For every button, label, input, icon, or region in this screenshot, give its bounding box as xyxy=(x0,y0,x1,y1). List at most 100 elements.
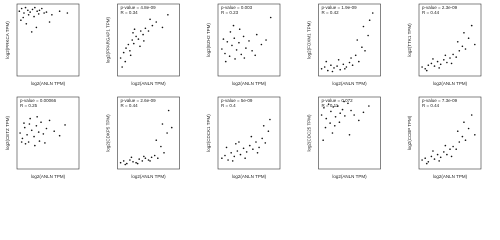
x-axis-label: log2(ANLN TPM) xyxy=(332,174,367,179)
annotation: R = 0.44 xyxy=(422,103,440,108)
x-axis-label: log2(ANLN TPM) xyxy=(131,81,166,86)
point xyxy=(455,148,458,150)
plot-frame xyxy=(117,3,180,77)
point xyxy=(430,155,433,158)
point xyxy=(269,16,272,19)
point xyxy=(444,144,447,147)
point xyxy=(25,23,28,25)
point xyxy=(333,67,335,69)
annotation: p-value = 2.6e-09 xyxy=(121,98,157,103)
point xyxy=(353,114,355,116)
point xyxy=(439,63,442,66)
point xyxy=(421,66,423,68)
point xyxy=(36,116,38,118)
point xyxy=(262,125,265,127)
point xyxy=(127,43,130,46)
point xyxy=(138,158,140,160)
point xyxy=(149,18,151,21)
point xyxy=(37,13,40,15)
point xyxy=(22,16,25,19)
point xyxy=(354,54,357,57)
annotation: R = 0.25 xyxy=(20,103,38,108)
point xyxy=(330,110,332,113)
point xyxy=(439,156,442,159)
point xyxy=(45,11,48,13)
point xyxy=(38,140,41,142)
point xyxy=(132,161,134,163)
point xyxy=(155,21,158,23)
point xyxy=(325,117,328,120)
point xyxy=(421,159,423,161)
point xyxy=(433,158,436,160)
point xyxy=(48,21,51,23)
point xyxy=(338,121,341,123)
point xyxy=(436,60,439,63)
plot-frame xyxy=(217,96,281,170)
point xyxy=(330,64,332,66)
point xyxy=(23,122,25,124)
point xyxy=(34,144,36,147)
point xyxy=(337,105,339,107)
point xyxy=(443,59,445,61)
point xyxy=(24,143,27,145)
plot-frame xyxy=(16,96,80,170)
x-axis-label: log2(ANLN TPM) xyxy=(31,81,66,86)
point xyxy=(40,121,42,123)
point xyxy=(31,8,34,11)
point xyxy=(224,52,226,55)
point xyxy=(333,125,336,127)
x-axis-label: log2(ANLN TPM) xyxy=(232,81,267,86)
point xyxy=(43,12,45,14)
point xyxy=(336,65,338,67)
point xyxy=(66,12,69,14)
point xyxy=(467,37,470,39)
point xyxy=(231,44,233,47)
point xyxy=(350,57,352,59)
annotation: R = 0.4 xyxy=(221,103,236,108)
point xyxy=(38,9,41,12)
point xyxy=(256,152,259,154)
x-axis-label: log2(ANLN TPM) xyxy=(433,174,468,179)
point xyxy=(225,146,228,149)
point xyxy=(27,9,29,12)
point xyxy=(230,152,232,154)
point xyxy=(228,55,231,57)
y-axis-label: log2(CETZ TPM) xyxy=(5,116,10,150)
point xyxy=(133,28,136,31)
point xyxy=(122,160,125,162)
point xyxy=(470,114,473,116)
point xyxy=(361,46,363,48)
point xyxy=(341,108,344,111)
point xyxy=(170,126,173,129)
annotation: p-value = 0.072 xyxy=(322,98,354,103)
point xyxy=(125,47,127,49)
x-axis-label: log2(ANLN TPM) xyxy=(131,174,166,179)
point xyxy=(147,159,150,161)
point xyxy=(368,19,371,22)
point xyxy=(44,142,46,144)
point xyxy=(226,41,229,43)
point xyxy=(344,115,346,117)
point xyxy=(362,25,365,28)
point xyxy=(260,43,263,46)
point xyxy=(141,160,144,162)
point xyxy=(264,142,267,144)
point xyxy=(144,27,147,30)
point xyxy=(129,50,131,52)
point xyxy=(331,70,334,73)
point xyxy=(463,32,465,34)
point xyxy=(450,62,453,65)
point xyxy=(129,54,132,57)
point xyxy=(131,39,134,41)
point xyxy=(35,26,38,29)
point xyxy=(37,131,40,133)
annotation: p-value = 7.3e-09 xyxy=(422,98,458,103)
point xyxy=(121,66,123,68)
point xyxy=(244,157,246,159)
point xyxy=(235,49,238,51)
point xyxy=(320,68,323,70)
y-axis-label: log2(PRKCA TPM) xyxy=(5,21,10,59)
point xyxy=(20,19,22,22)
point xyxy=(58,10,61,12)
point xyxy=(235,143,237,145)
